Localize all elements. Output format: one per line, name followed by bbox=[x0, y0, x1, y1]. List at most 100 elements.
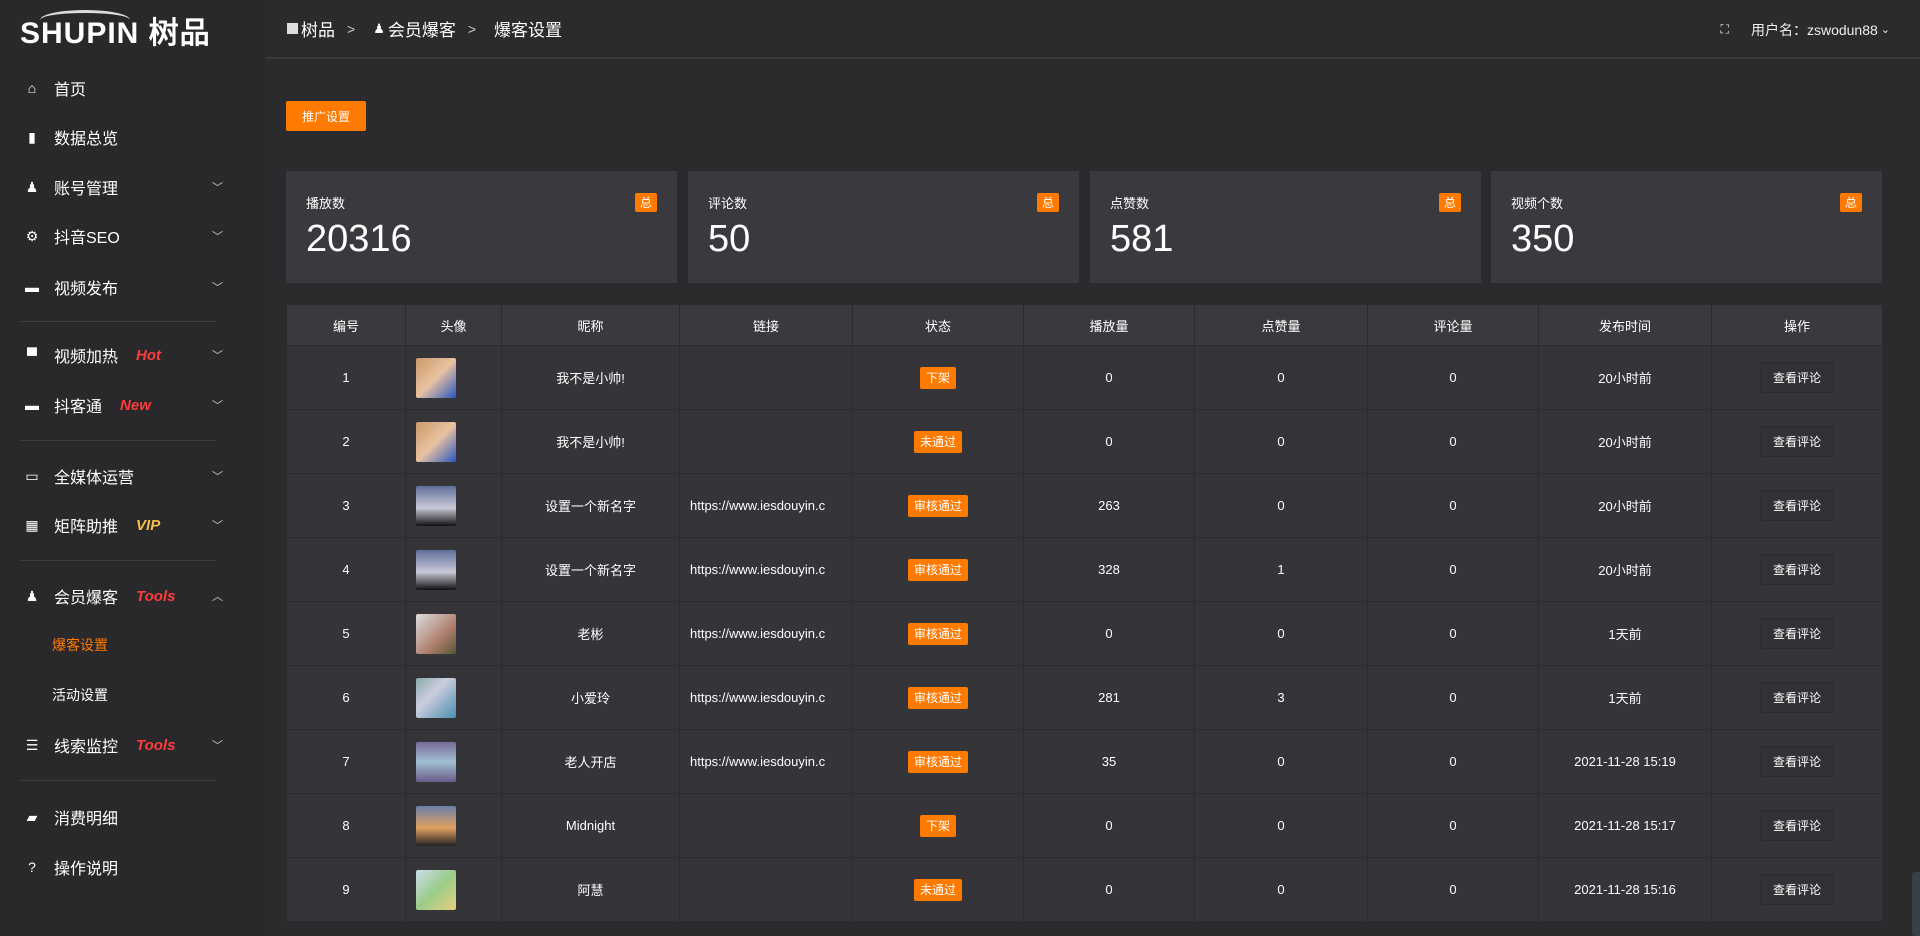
video-link[interactable]: https://www.iesdouyin.c bbox=[679, 537, 853, 602]
video-link[interactable]: https://www.iesdouyin.c bbox=[679, 473, 853, 538]
video-link[interactable] bbox=[679, 345, 853, 410]
help-icon: ? bbox=[28, 859, 36, 875]
breadcrumb-item[interactable]: 树品 bbox=[301, 21, 335, 40]
sidebar-item-label: 数据总览 bbox=[54, 131, 119, 148]
likes: 0 bbox=[1194, 409, 1368, 474]
stat-value: 350 bbox=[1511, 218, 1575, 260]
avatar bbox=[416, 613, 456, 654]
sidebar-item[interactable]: 活动设置 bbox=[0, 673, 266, 717]
promo-settings-button[interactable]: 推广设置 bbox=[286, 101, 366, 131]
avatar-cell bbox=[405, 729, 502, 794]
user-icon: ♟ bbox=[25, 178, 39, 195]
nickname: 老人开店 bbox=[501, 729, 680, 794]
sidebar-item[interactable]: ▭ 全媒体运营 ﹀ bbox=[0, 454, 266, 498]
breadcrumb-current: 爆客设置 bbox=[494, 21, 563, 40]
sidebar-item-tag: Tools bbox=[136, 736, 176, 754]
comments: 0 bbox=[1367, 665, 1539, 730]
view-comments-button[interactable]: 查看评论 bbox=[1759, 682, 1834, 713]
chevron-down-icon[interactable]: ⌄ bbox=[1880, 24, 1890, 36]
plays: 328 bbox=[1023, 537, 1195, 602]
column-header: 操作 bbox=[1711, 304, 1883, 346]
nickname: 小爱玲 bbox=[501, 665, 680, 730]
sidebar-item[interactable]: ▬ 抖客通 New ﹀ bbox=[0, 383, 266, 427]
breadcrumb-item[interactable]: 会员爆客 bbox=[387, 21, 456, 40]
sidebar-item[interactable]: ▮ 数据总览 bbox=[0, 115, 266, 159]
view-comments-button[interactable]: 查看评论 bbox=[1759, 426, 1834, 457]
comments: 0 bbox=[1367, 473, 1539, 538]
user-icon: ♟ bbox=[25, 587, 39, 604]
row-id: 7 bbox=[286, 729, 406, 794]
sidebar-item-label: 视频加热 bbox=[54, 349, 119, 366]
chevron-down-icon: ﹀ bbox=[212, 520, 223, 532]
logo[interactable]: SHUPIN 树品 bbox=[0, 0, 266, 59]
status-cell: 审核通过 bbox=[852, 601, 1024, 666]
view-comments-button[interactable]: 查看评论 bbox=[1759, 362, 1834, 393]
home-icon: ⌂ bbox=[27, 80, 37, 96]
avatar bbox=[416, 549, 456, 590]
view-comments-button[interactable]: 查看评论 bbox=[1759, 810, 1834, 841]
publish-time: 2021-11-28 15:19 bbox=[1538, 729, 1712, 794]
status-cell: 未通过 bbox=[852, 409, 1024, 474]
sidebar-item[interactable]: ♟ 会员爆客 Tools ︿ bbox=[0, 574, 266, 618]
sidebar-item[interactable]: ▰ 消费明细 bbox=[0, 795, 266, 839]
breadcrumb: 树品 > ♟ 会员爆客 > 爆客设置 bbox=[287, 16, 562, 41]
sidebar-item[interactable]: ▬ 视频发布 ﹀ bbox=[0, 265, 266, 309]
avatar bbox=[416, 421, 456, 462]
video-link[interactable] bbox=[679, 793, 853, 858]
chevron-down-icon: ﹀ bbox=[212, 400, 223, 412]
view-comments-button[interactable]: 查看评论 bbox=[1759, 874, 1834, 905]
comments: 0 bbox=[1367, 345, 1539, 410]
video-link[interactable]: https://www.iesdouyin.c bbox=[679, 729, 853, 794]
total-badge: 总 bbox=[1839, 193, 1862, 212]
comments: 0 bbox=[1367, 793, 1539, 858]
sidebar-item-label: 消费明细 bbox=[54, 811, 119, 828]
floating-widget[interactable] bbox=[1912, 872, 1920, 936]
table-row: 6 小爱玲 https://www.iesdouyin.c 审核通过 281 3… bbox=[286, 665, 1883, 730]
video-table: 编号 头像 昵称 链接 状态 播放量 点赞量 评论量 发布时间 操作 1 我不是小帅! 下架 0 … bbox=[286, 304, 1883, 922]
view-comments-button[interactable]: 查看评论 bbox=[1759, 490, 1834, 521]
fullscreen-icon[interactable]: ⛶ bbox=[1720, 22, 1729, 36]
sidebar-item[interactable]: ⚙ 抖音SEO ﹀ bbox=[0, 214, 266, 258]
sidebar-item[interactable]: ☰ 线索监控 Tools ﹀ bbox=[0, 723, 266, 767]
chat-icon: ▬ bbox=[25, 397, 39, 413]
avatar bbox=[416, 677, 456, 718]
sidebar-item[interactable]: ▀ 视频加热 Hot ﹀ bbox=[0, 333, 266, 377]
stat-label: 评论数 bbox=[708, 196, 748, 211]
video-link[interactable]: https://www.iesdouyin.c bbox=[679, 601, 853, 666]
avatar bbox=[416, 485, 456, 526]
view-comments-button[interactable]: 查看评论 bbox=[1759, 746, 1834, 777]
chevron-right-icon: > bbox=[467, 20, 477, 37]
sidebar-item[interactable]: 爆客设置 bbox=[0, 623, 266, 667]
nickname: Midnight bbox=[501, 793, 680, 858]
sidebar-item[interactable]: ▦ 矩阵助推 VIP ﹀ bbox=[0, 503, 266, 547]
user-menu[interactable]: 用户名：zswodun88 bbox=[1750, 21, 1878, 38]
comments: 0 bbox=[1367, 409, 1539, 474]
sidebar-item[interactable]: ⌂ 首页 bbox=[0, 66, 266, 110]
status-badge: 未通过 bbox=[913, 431, 962, 453]
view-comments-button[interactable]: 查看评论 bbox=[1759, 618, 1834, 649]
comments: 0 bbox=[1367, 537, 1539, 602]
stat-value: 581 bbox=[1110, 218, 1174, 260]
likes: 0 bbox=[1194, 793, 1368, 858]
monitor-icon: ▭ bbox=[25, 467, 39, 484]
avatar-cell bbox=[405, 409, 502, 474]
avatar bbox=[416, 357, 456, 398]
table-row: 5 老彬 https://www.iesdouyin.c 审核通过 0 0 0 … bbox=[286, 601, 1883, 666]
view-comments-button[interactable]: 查看评论 bbox=[1759, 554, 1834, 585]
status-badge: 审核通过 bbox=[907, 751, 968, 773]
table-row: 9 阿慧 未通过 0 0 0 2021-11-28 15:16 查看评论 bbox=[286, 857, 1883, 922]
nickname: 我不是小帅! bbox=[501, 345, 680, 410]
sidebar-item-label: 会员爆客 bbox=[54, 590, 119, 607]
stat-card: 视频个数 350 总 bbox=[1491, 171, 1882, 283]
stat-label: 播放数 bbox=[306, 196, 346, 211]
row-id: 6 bbox=[286, 665, 406, 730]
sidebar-item[interactable]: ♟ 账号管理 ﹀ bbox=[0, 165, 266, 209]
video-link[interactable] bbox=[679, 857, 853, 922]
video-link[interactable]: https://www.iesdouyin.c bbox=[679, 665, 853, 730]
sidebar-item[interactable]: ? 操作说明 bbox=[0, 845, 266, 889]
column-header: 播放量 bbox=[1023, 304, 1195, 346]
comments: 0 bbox=[1367, 601, 1539, 666]
video-link[interactable] bbox=[679, 409, 853, 474]
plays: 0 bbox=[1023, 345, 1195, 410]
nickname: 阿慧 bbox=[501, 857, 680, 922]
